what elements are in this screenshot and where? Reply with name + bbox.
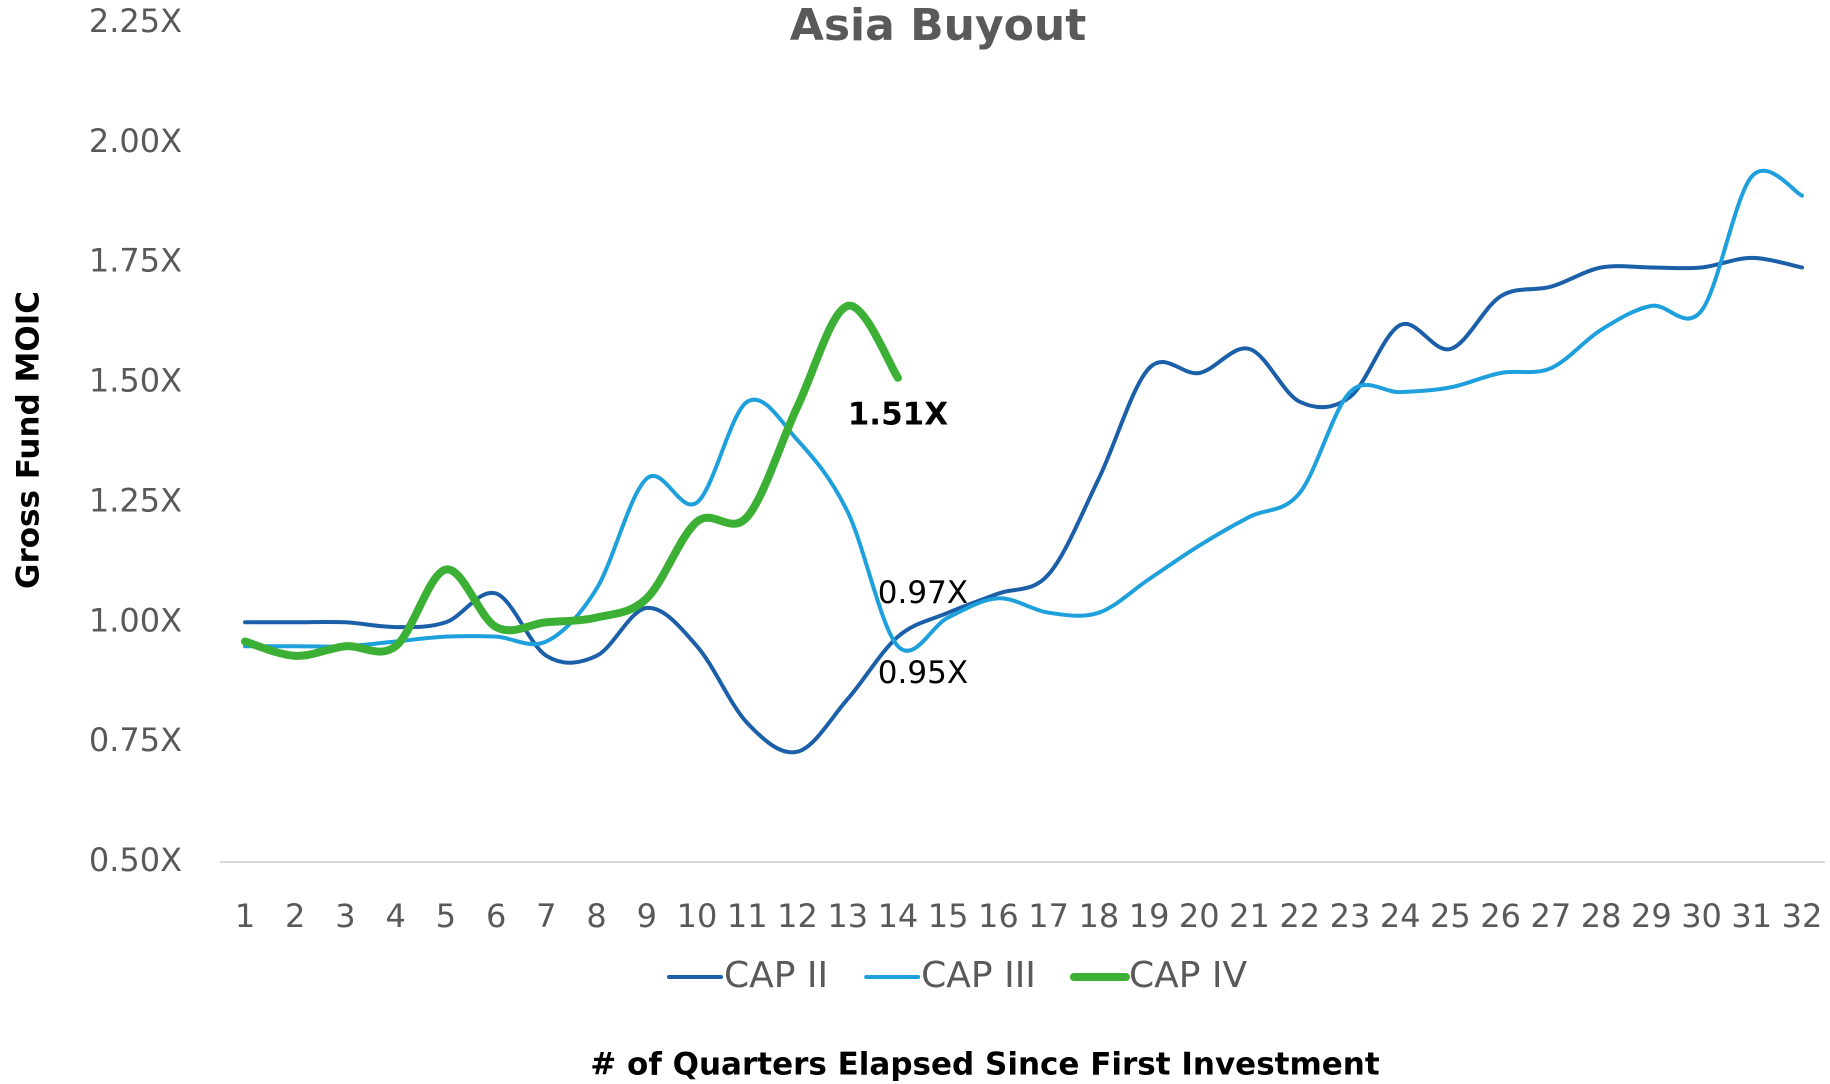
x-tick-label: 9 — [637, 897, 657, 935]
x-tick-label: 10 — [677, 897, 718, 935]
x-tick-label: 2 — [285, 897, 305, 935]
x-tick-label: 17 — [1028, 897, 1069, 935]
x-tick-label: 18 — [1078, 897, 1119, 935]
y-tick-label: 2.25X — [89, 2, 182, 40]
x-tick-label: 14 — [878, 897, 919, 935]
x-tick-label: 21 — [1229, 897, 1270, 935]
y-axis-title: Gross Fund MOIC — [11, 291, 47, 589]
x-tick-label: 12 — [777, 897, 818, 935]
legend-label: CAP II — [724, 955, 828, 996]
series-line — [243, 255, 1804, 755]
legend-label: CAP IV — [1129, 955, 1248, 996]
data-label: 0.95X — [878, 655, 968, 691]
y-tick-label: 1.00X — [89, 601, 182, 639]
data-label: 1.51X — [848, 396, 948, 432]
x-tick-label: 11 — [727, 897, 768, 935]
x-tick-label: 4 — [385, 897, 405, 935]
x-tick-label: 28 — [1581, 897, 1622, 935]
data-label: 0.97X — [878, 575, 968, 611]
y-tick-label: 1.75X — [89, 242, 182, 280]
x-axis-title: # of Quarters Elapsed Since First Invest… — [590, 1047, 1380, 1083]
y-tick-label: 1.25X — [89, 481, 182, 519]
y-tick-label: 0.50X — [89, 841, 182, 879]
y-tick-label: 0.75X — [89, 721, 182, 759]
x-tick-label: 6 — [486, 897, 506, 935]
x-tick-label: 8 — [586, 897, 606, 935]
x-tick-label: 13 — [827, 897, 868, 935]
x-tick-label: 19 — [1129, 897, 1170, 935]
x-tick-label: 25 — [1430, 897, 1471, 935]
x-tick-label: 7 — [536, 897, 556, 935]
x-tick-label: 23 — [1330, 897, 1371, 935]
x-tick-label: 1 — [235, 897, 255, 935]
y-tick-label: 1.50X — [89, 362, 182, 400]
x-tick-label: 30 — [1681, 897, 1722, 935]
x-tick-label: 24 — [1380, 897, 1421, 935]
x-tick-label: 16 — [978, 897, 1019, 935]
x-tick-label: 29 — [1631, 897, 1672, 935]
x-tick-label: 22 — [1279, 897, 1320, 935]
x-tick-label: 32 — [1782, 897, 1823, 935]
x-tick-label: 3 — [335, 897, 355, 935]
x-tick-label: 26 — [1480, 897, 1521, 935]
x-tick-label: 5 — [436, 897, 456, 935]
legend-label: CAP III — [921, 955, 1036, 996]
y-tick-label: 2.00X — [89, 122, 182, 160]
x-tick-label: 15 — [928, 897, 969, 935]
chart-title: Asia Buyout — [790, 0, 1086, 51]
x-tick-label: 27 — [1531, 897, 1572, 935]
series-line — [243, 168, 1804, 653]
series-line — [241, 301, 902, 660]
x-tick-label: 31 — [1731, 897, 1772, 935]
x-tick-label: 20 — [1179, 897, 1220, 935]
